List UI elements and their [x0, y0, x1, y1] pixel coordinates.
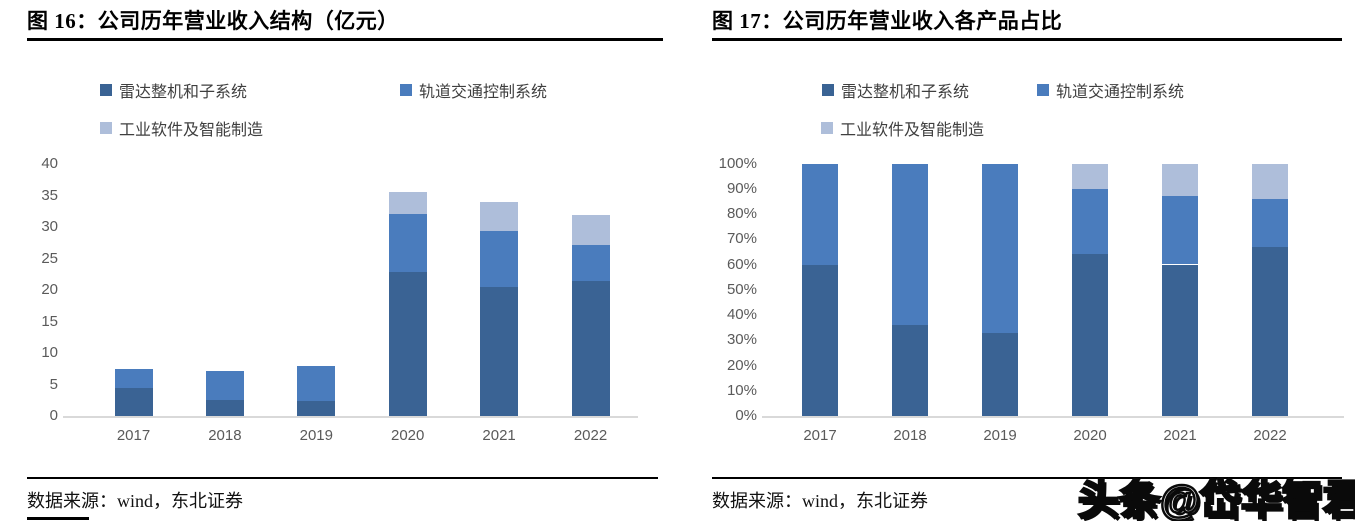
y-tick-label: 60% [726, 255, 757, 273]
y-tick-label: 40 [41, 155, 58, 172]
legend-label: 轨道交通控制系统 [1056, 84, 1185, 101]
right-title-underline [712, 38, 1342, 41]
bar-segment-2019-s0 [297, 400, 336, 416]
x-axis-line [63, 416, 638, 418]
watermark-text: 头条@岱华智君 [1077, 476, 1355, 521]
legend-item-revenue-share-1: 轨道交通控制系统 [1037, 78, 1184, 102]
y-tick-label: 0 [49, 407, 58, 424]
left-source-note: 数据来源：wind，东北证券 [27, 491, 243, 511]
bar-segment-2018-s1 [205, 371, 244, 401]
x-tick-label: 2018 [208, 427, 242, 444]
legend-swatch-icon [100, 84, 112, 96]
bar-segment-2022-s0 [1252, 246, 1288, 416]
bar-segment-2017-s1 [114, 368, 153, 388]
y-tick-label: 80% [726, 205, 757, 222]
y-tick-label: 20 [41, 281, 58, 298]
y-tick-label: 20% [726, 356, 757, 374]
bar-segment-2020-s2 [1072, 163, 1108, 189]
bar-segment-2021-s1 [1162, 196, 1198, 265]
right-source-note: 数据来源：wind，东北证券 [712, 491, 928, 511]
legend-item-revenue-structure-0: 雷达整机和子系统 [100, 78, 247, 102]
legend-label: 雷达整机和子系统 [841, 84, 970, 101]
bar-segment-2022-s1 [571, 244, 610, 282]
bar-segment-2021-s2 [1162, 163, 1198, 197]
left-chart-title: 图 16：公司历年营业收入结构（亿元） [27, 9, 399, 33]
bar-segment-2021-s2 [480, 202, 519, 231]
legend-swatch-icon [822, 84, 834, 96]
x-tick-label: 2018 [893, 427, 927, 444]
bar-segment-2022-s0 [571, 281, 610, 416]
x-tick-label: 2021 [482, 427, 516, 444]
y-tick-label: 10 [41, 344, 58, 361]
bar-segment-2022-s2 [571, 215, 610, 245]
y-tick-label: 40% [726, 306, 757, 323]
x-tick-label: 2020 [1073, 427, 1107, 444]
x-tick-label: 2017 [116, 427, 151, 444]
left-title-underline [27, 38, 663, 41]
legend-item-revenue-structure-1: 轨道交通控制系统 [400, 78, 547, 102]
bar-segment-2020-s1 [1072, 188, 1108, 255]
x-tick-label: 2020 [391, 427, 425, 444]
legend-item-revenue-structure-2: 工业软件及智能制造 [100, 116, 263, 140]
legend-swatch-icon [1037, 84, 1049, 96]
y-tick-label: 10% [726, 381, 757, 399]
bottom-left-rule-stub [27, 517, 89, 520]
bar-segment-2020-s2 [388, 191, 427, 215]
y-tick-label: 70% [726, 230, 757, 248]
right-chart-title: 图 17：公司历年营业收入各产品占比 [712, 9, 1063, 33]
bar-segment-2018-s1 [892, 163, 928, 326]
legend-item-revenue-share-2: 工业软件及智能制造 [821, 116, 984, 140]
bar-segment-2019-s0 [982, 332, 1018, 416]
x-tick-label: 2022 [573, 427, 608, 444]
bar-segment-2017-s1 [802, 163, 838, 265]
bar-segment-2019-s1 [982, 163, 1018, 333]
x-tick-label: 2022 [1253, 427, 1287, 444]
y-tick-label: 50% [726, 280, 757, 298]
left-bottom-rule [27, 477, 658, 479]
bar-segment-2018-s0 [892, 325, 928, 416]
bar-segment-2020-s0 [388, 272, 427, 416]
y-tick-label: 100% [718, 154, 757, 172]
bar-segment-2020-s0 [1072, 254, 1108, 416]
bar-segment-2020-s1 [388, 214, 427, 273]
legend-label: 雷达整机和子系统 [119, 84, 248, 101]
y-tick-label: 35 [41, 186, 58, 204]
y-tick-label: 25 [41, 249, 58, 267]
bar-segment-2021-s0 [1162, 264, 1198, 416]
legend-label: 工业软件及智能制造 [840, 122, 985, 139]
legend-label: 轨道交通控制系统 [419, 84, 548, 101]
bar-segment-2019-s1 [297, 366, 336, 401]
x-tick-label: 2019 [983, 427, 1017, 444]
y-tick-label: 30 [41, 218, 58, 235]
legend-item-revenue-share-0: 雷达整机和子系统 [822, 78, 969, 102]
bar-segment-2022-s2 [1252, 163, 1288, 199]
bar-segment-2021-s0 [480, 287, 519, 416]
right-bottom-rule [712, 477, 1342, 479]
bar-segment-2018-s0 [205, 400, 244, 416]
x-tick-label: 2019 [299, 427, 333, 444]
bar-segment-2017-s0 [114, 387, 153, 416]
x-axis-line [762, 416, 1344, 418]
y-tick-label: 30% [726, 331, 757, 349]
y-tick-label: 0% [735, 407, 757, 424]
x-tick-label: 2017 [803, 427, 837, 444]
bar-segment-2022-s1 [1252, 198, 1288, 247]
legend-swatch-icon [100, 122, 112, 134]
y-tick-label: 15 [41, 312, 58, 330]
bar-segment-2017-s0 [802, 264, 838, 416]
y-tick-label: 90% [726, 179, 757, 197]
x-tick-label: 2021 [1163, 427, 1197, 444]
legend-swatch-icon [400, 84, 412, 96]
legend-swatch-icon [821, 122, 833, 134]
legend-label: 工业软件及智能制造 [119, 122, 264, 139]
y-tick-label: 5 [49, 375, 58, 393]
bar-segment-2021-s1 [480, 230, 519, 288]
